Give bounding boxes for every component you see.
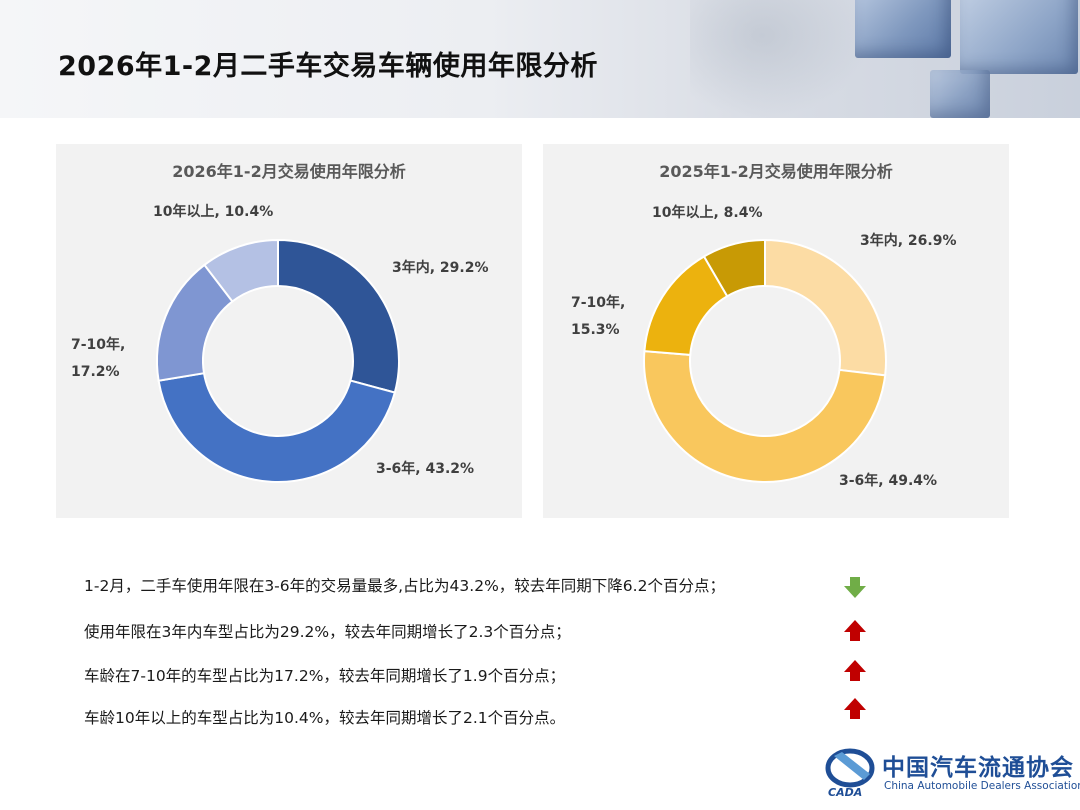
logo-en-name: China Automobile Dealers Association	[884, 780, 1080, 792]
note-item: 车龄10年以上的车型占比为10.4%，较去年同期增长了2.1个百分点。	[84, 709, 566, 727]
cube-decoration	[855, 0, 951, 58]
donut-chart-2025: 3年内, 26.9% 3-6年, 49.4% 7-10年, 15.3% 10年以上, 8…	[571, 204, 957, 489]
header-banner	[0, 0, 1080, 118]
data-label: 7-10年, 17.2%	[71, 336, 125, 380]
data-label: 3-6年, 43.2%	[376, 460, 474, 477]
arrow-up-icon	[844, 698, 866, 719]
logo-mark: CADA	[828, 786, 862, 798]
map-decoration	[690, 0, 870, 118]
donut-slice-1	[764, 238, 887, 377]
donut-slice-1	[277, 238, 400, 394]
arrow-down-icon	[844, 577, 866, 598]
data-label: 10年以上, 10.4%	[153, 203, 273, 220]
data-label: 3年内, 29.2%	[392, 259, 489, 276]
page-title: 2026年1-2月二手车交易车辆使用年限分析	[58, 51, 598, 82]
chart-title: 2025年1-2月交易使用年限分析	[659, 162, 893, 181]
arrow-up-icon	[844, 620, 866, 641]
data-label: 3年内, 26.9%	[860, 232, 957, 249]
donut-slice-2	[157, 372, 397, 483]
arrow-up-icon	[844, 660, 866, 681]
arrow-down-shape	[844, 577, 866, 598]
note-item: 1-2月，二手车使用年限在3-6年的交易量最多,占比为43.2%，较去年同期下降…	[84, 577, 725, 595]
note-item: 使用年限在3年内车型占比为29.2%，较去年同期增长了2.3个百分点；	[84, 623, 571, 641]
donut-slice-4	[203, 238, 279, 303]
chart-title: 2026年1-2月交易使用年限分析	[172, 162, 406, 181]
donut-chart-2026: 3年内, 29.2% 3-6年, 43.2% 7-10年, 17.2% 10年以上, 1…	[71, 203, 489, 483]
arrow-up-shape	[844, 660, 866, 681]
donut-slice-2	[643, 350, 887, 484]
arrow-up-shape	[844, 620, 866, 641]
data-label: 3-6年, 49.4%	[839, 472, 937, 489]
cube-decoration	[960, 0, 1078, 74]
cada-logo: CADA 中国汽车流通协会 China Automobile Dealers A…	[824, 744, 1080, 806]
data-label: 7-10年, 15.3%	[571, 294, 625, 338]
logo-cn-name: 中国汽车流通协会	[882, 755, 1074, 781]
cube-decoration	[930, 70, 990, 118]
cada-emblem-icon: CADA	[825, 748, 875, 798]
note-item: 车龄在7-10年的车型占比为17.2%，较去年同期增长了1.9个百分点；	[84, 667, 566, 685]
arrow-up-shape	[844, 698, 866, 719]
data-label: 10年以上, 8.4%	[652, 204, 763, 221]
chart-panel-2025: 2025年1-2月交易使用年限分析 3年内, 26.9% 3-6年, 49.4% 7…	[543, 144, 1009, 518]
donut-slice-4	[702, 238, 766, 298]
chart-panel-2026: 2026年1-2月交易使用年限分析 3年内, 29.2% 3-6年, 43.2% 7…	[56, 144, 522, 518]
